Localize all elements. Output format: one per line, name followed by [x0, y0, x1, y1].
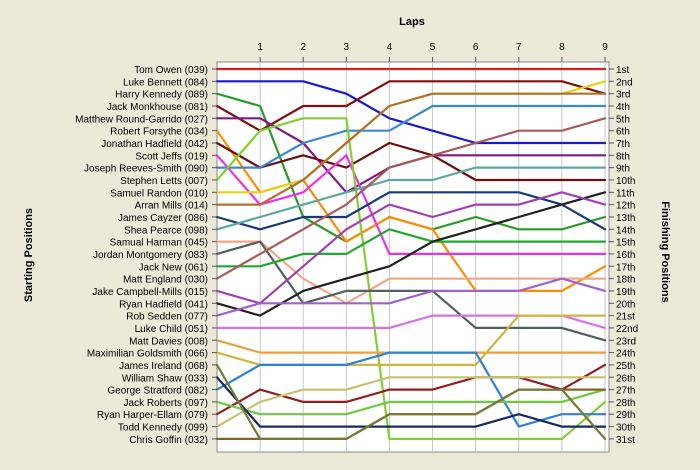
- left-label-layer: Tom Owen (039)Luke Bennett (084) Harry Ke…: [75, 65, 217, 446]
- start-position-label: Rob Sedden (077): [126, 312, 208, 323]
- x-tick-layer: 1 2 3 4 5 6 7 8 9: [257, 42, 608, 62]
- start-position-label: Matt Davies (008): [129, 336, 208, 347]
- x-tick-label: 7: [516, 42, 522, 53]
- series-layer: [215, 67, 607, 440]
- start-position-label: Arran Mills (014): [135, 201, 208, 212]
- series-line-21: [215, 277, 607, 317]
- finish-position-label: 21st: [616, 312, 635, 323]
- series-line-12: [215, 92, 607, 206]
- series-line-7: [215, 141, 607, 182]
- start-position-label: Ryan Harper-Ellam (079): [97, 410, 208, 421]
- start-position-label: Robert Forsythe (034): [110, 127, 208, 138]
- finish-position-label: 7th: [616, 139, 630, 150]
- series-line-30: [215, 376, 607, 428]
- start-position-label: Jordan Montgomery (083): [93, 250, 208, 261]
- finish-position-label: 20th: [616, 299, 635, 310]
- finish-position-label: 31st: [616, 435, 635, 446]
- start-position-label: Shea Pearce (098): [124, 225, 208, 236]
- start-position-label: James Cayzer (086): [118, 213, 208, 224]
- start-position-label: Matt England (030): [123, 275, 208, 286]
- start-position-label: Matthew Round-Garrido (027): [75, 114, 208, 125]
- series-line-17: [215, 228, 607, 268]
- finish-position-label: 17th: [616, 262, 635, 273]
- series-line-20: [215, 191, 607, 305]
- series-line-4: [215, 80, 607, 132]
- start-position-label: Samuel Randon (010): [110, 188, 208, 199]
- y-axis-title-left: Starting Positions: [23, 208, 35, 302]
- finish-position-label: 12th: [616, 201, 635, 212]
- start-position-label: Jack Monkhouse (081): [107, 102, 208, 113]
- finish-position-label: 23rd: [616, 336, 636, 347]
- series-line-14: [215, 166, 607, 231]
- series-line-27: [215, 376, 607, 428]
- x-axis-title: Laps: [399, 16, 425, 28]
- series-line-28: [215, 388, 607, 416]
- finish-position-label: 27th: [616, 386, 635, 397]
- start-position-label: Joseph Reeves-Smith (090): [84, 164, 208, 175]
- finish-position-label: 24th: [616, 349, 635, 360]
- start-position-label: Todd Kennedy (099): [118, 423, 208, 434]
- x-tick-label: 8: [559, 42, 565, 53]
- start-position-label: Jonathan Hadfield (042): [101, 139, 208, 150]
- x-tick-label: 1: [257, 42, 263, 53]
- start-position-label: Tom Owen (039): [134, 65, 208, 76]
- finish-position-label: 14th: [616, 225, 635, 236]
- start-position-label: Ryan Hadfield (041): [119, 299, 208, 310]
- x-tick-label: 6: [473, 42, 479, 53]
- start-position-label: James Ireland (068): [119, 361, 208, 372]
- plot-area: [216, 61, 610, 453]
- finish-position-label: 13th: [616, 213, 635, 224]
- x-tick-label: 4: [387, 42, 393, 53]
- finish-position-label: 25th: [616, 361, 635, 372]
- series-line-9: [215, 104, 607, 169]
- finish-position-label: 1st: [616, 65, 630, 76]
- series-line-18: [215, 117, 607, 280]
- series-line-16: [215, 240, 607, 342]
- finish-position-label: 22nd: [616, 324, 638, 335]
- start-position-label: Samual Harman (045): [110, 238, 208, 249]
- finish-position-label: 16th: [616, 250, 635, 261]
- finish-position-label: 6th: [616, 127, 630, 138]
- x-tick-label: 9: [602, 42, 608, 53]
- start-position-label: Jack New (061): [139, 262, 208, 273]
- x-tick-label: 5: [430, 42, 436, 53]
- right-label-layer: 1st2nd3rd4th5th6th7th8th9th10th11th12th1…: [609, 65, 638, 446]
- start-position-label: Maximilian Goldsmith (066): [87, 349, 208, 360]
- start-position-label: Jack Roberts (097): [124, 398, 208, 409]
- start-position-label: Luke Child (051): [135, 324, 208, 335]
- grid-layer: [259, 62, 606, 452]
- finish-position-label: 3rd: [616, 90, 630, 101]
- start-position-label: George Stratford (082): [107, 386, 208, 397]
- start-position-label: Harry Kennedy (089): [115, 90, 208, 101]
- finish-position-label: 29th: [616, 410, 635, 421]
- start-position-label: Scott Jeffs (019): [135, 151, 208, 162]
- series-line-2: [215, 80, 607, 145]
- finish-position-label: 18th: [616, 275, 635, 286]
- finish-position-label: 4th: [616, 102, 630, 113]
- start-position-label: Stephen Letts (007): [120, 176, 208, 187]
- finish-position-label: 11th: [616, 188, 635, 199]
- start-position-label: Luke Bennett (084): [123, 77, 208, 88]
- start-position-label: William Shaw (033): [122, 373, 208, 384]
- finish-position-label: 15th: [616, 238, 635, 249]
- finish-position-label: 28th: [616, 398, 635, 409]
- start-position-label: Chris Goffin (032): [129, 435, 208, 446]
- finish-position-label: 9th: [616, 164, 630, 175]
- x-tick-label: 3: [344, 42, 350, 53]
- series-line-10: [215, 117, 607, 440]
- start-position-label: Jake Campbell-Mills (015): [92, 287, 208, 298]
- finish-position-label: 26th: [616, 373, 635, 384]
- finish-position-label: 19th: [616, 287, 635, 298]
- finish-position-label: 30th: [616, 423, 635, 434]
- finish-position-label: 2nd: [616, 77, 633, 88]
- finish-position-label: 10th: [616, 176, 635, 187]
- finish-position-label: 5th: [616, 114, 630, 125]
- y-axis-title-right: Finishing Positions: [659, 201, 671, 302]
- x-tick-label: 2: [300, 42, 306, 53]
- finish-position-label: 8th: [616, 151, 630, 162]
- series-line-31: [215, 363, 607, 440]
